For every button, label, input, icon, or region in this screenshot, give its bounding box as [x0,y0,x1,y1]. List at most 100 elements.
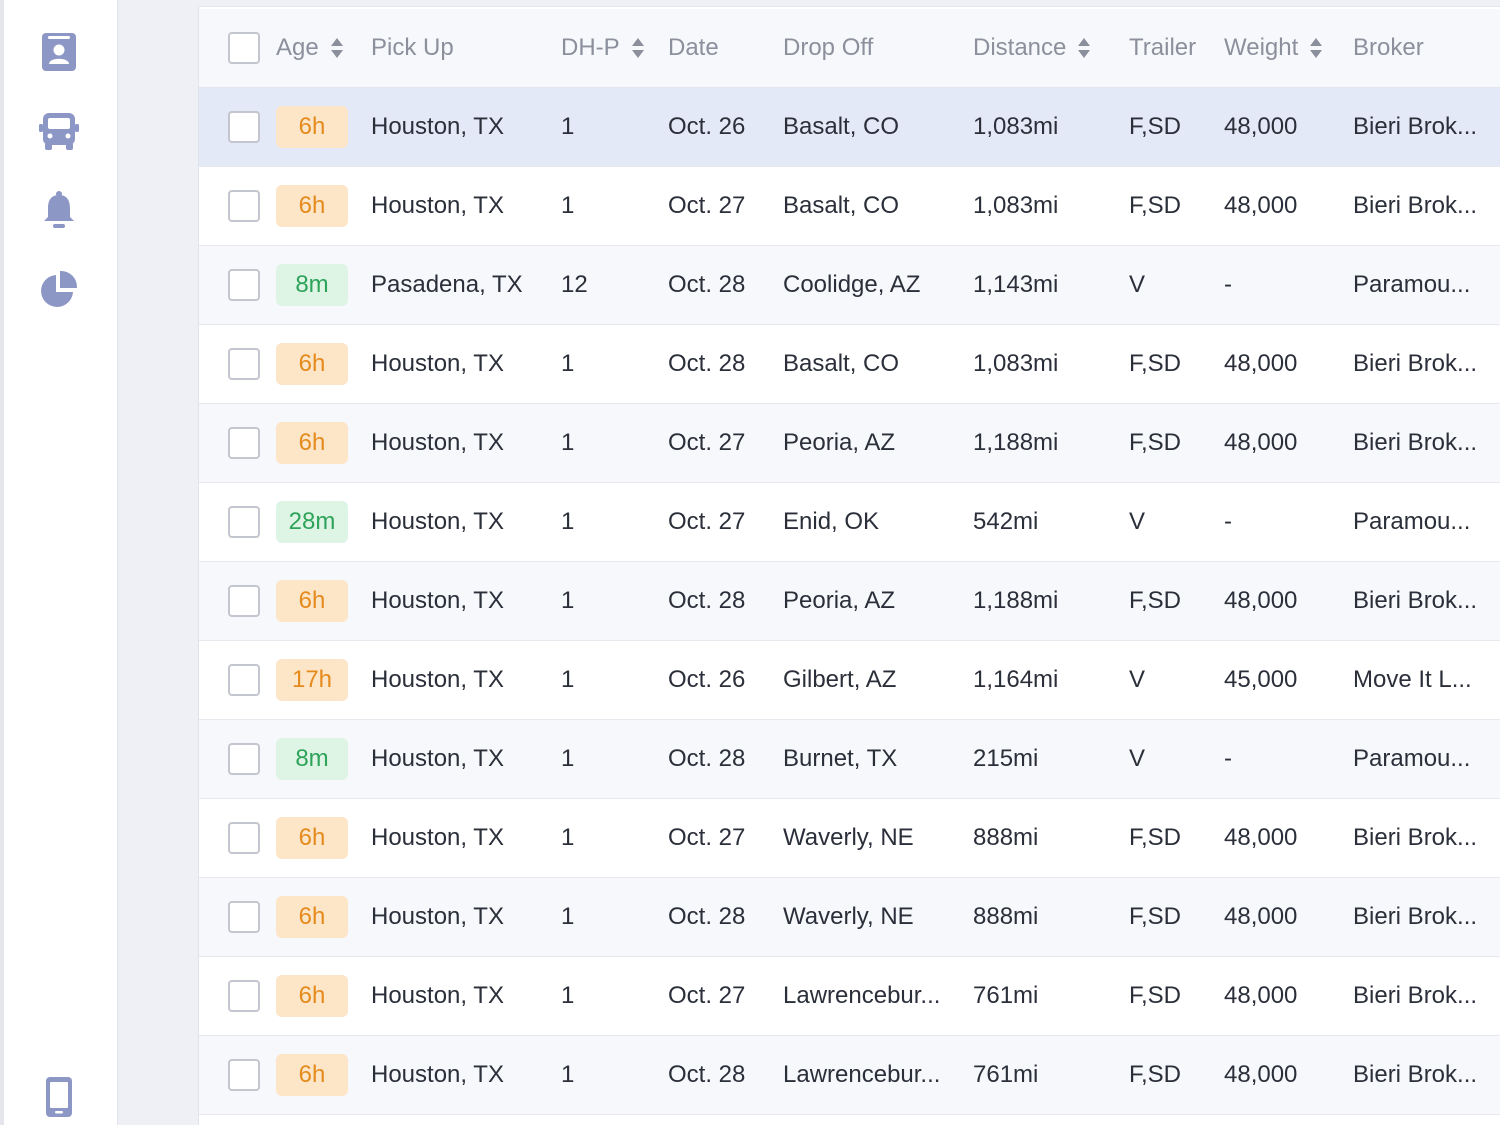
age-cell: 6h [276,1036,348,1114]
contacts-nav-button[interactable] [36,29,82,75]
distance-cell: 1,164mi [973,666,1059,693]
column-header-broker[interactable]: Broker [1353,9,1424,87]
weight-cell: 48,000 [1224,982,1298,1009]
table-row[interactable]: 6h Houston, TX 1 Oct. 27 Basalt, CO 1,08… [199,167,1500,246]
row-checkbox[interactable] [228,1059,260,1091]
broker-cell: Move It L... [1353,666,1472,693]
age-badge: 28m [276,501,348,543]
table-row[interactable]: 6h Houston, TX 1 Oct. 28 Lawrencebur... … [199,1036,1500,1115]
row-checkbox[interactable] [228,822,260,854]
sort-icon[interactable] [1076,36,1092,60]
distance-cell: 1,143mi [973,271,1059,298]
row-select-cell [228,88,260,166]
table-row[interactable]: 6h Houston, TX 1 Oct. 27 Peoria, AZ 1,18… [199,404,1500,483]
pickup-cell: Pasadena, TX [371,271,523,298]
column-header-dropoff[interactable]: Drop Off [783,9,873,87]
row-checkbox[interactable] [228,427,260,459]
dhp-cell: 1 [561,350,575,377]
column-header-dhp[interactable]: DH-P [561,9,646,87]
column-label-dropoff: Drop Off [783,34,874,61]
age-cell: 8m [276,720,348,798]
distance-cell: 1,083mi [973,192,1059,219]
row-checkbox[interactable] [228,190,260,222]
dropoff-cell: Lawrencebur... [783,1061,941,1088]
date-cell: Oct. 26 [668,113,746,140]
age-badge: 8m [276,738,348,780]
dropoff-cell: Coolidge, AZ [783,271,921,298]
row-checkbox[interactable] [228,901,260,933]
dropoff-cell: Lawrencebur... [783,982,941,1009]
table-row[interactable]: 8m Pasadena, TX 12 Oct. 28 Coolidge, AZ … [199,246,1500,325]
row-select-cell [228,641,260,719]
broker-cell: Paramou... [1353,508,1471,535]
age-badge: 6h [276,817,348,859]
table-row[interactable]: 6h Houston, TX 1 Oct. 28 Basalt, CO 1,08… [199,325,1500,404]
table-row[interactable]: 6h Houston, TX 1 Oct. 26 Basalt, CO 1,08… [199,88,1500,167]
dropoff-cell: Waverly, NE [783,903,914,930]
age-badge: 6h [276,422,348,464]
distance-cell: 215mi [973,745,1039,772]
dhp-cell: 1 [561,666,575,693]
truck-icon [39,113,79,150]
row-checkbox[interactable] [228,348,260,380]
weight-cell: 48,000 [1224,429,1298,456]
mobile-app-nav-button[interactable] [36,1074,82,1120]
age-cell: 6h [276,878,348,956]
column-header-pickup[interactable]: Pick Up [371,9,454,87]
trailer-cell: F,SD [1129,1061,1182,1088]
row-checkbox[interactable] [228,111,260,143]
column-header-distance[interactable]: Distance [973,9,1092,87]
select-all-checkbox[interactable] [228,32,260,64]
trailer-cell: F,SD [1129,113,1182,140]
sort-icon[interactable] [630,36,646,60]
dropoff-cell: Burnet, TX [783,745,898,772]
column-header-age[interactable]: Age [276,9,345,87]
table-row[interactable]: 6h Houston, TX 1 Oct. 28 Peoria, AZ 1,18… [199,562,1500,641]
distance-cell: 888mi [973,824,1039,851]
dhp-cell: 1 [561,587,575,614]
sort-icon[interactable] [1308,36,1324,60]
weight-cell: 48,000 [1224,587,1298,614]
row-select-cell [228,1036,260,1114]
age-badge: 6h [276,1054,348,1096]
distance-cell: 761mi [973,982,1039,1009]
reports-nav-button[interactable] [36,266,82,312]
column-label-pickup: Pick Up [371,34,454,61]
date-cell: Oct. 27 [668,824,746,851]
weight-cell: 48,000 [1224,113,1298,140]
table-row[interactable]: 6h Houston, TX 1 Oct. 27 Lawrencebur... … [199,957,1500,1036]
trucks-nav-button[interactable] [36,108,82,154]
dhp-cell: 1 [561,982,575,1009]
table-row[interactable]: 6h Houston, TX 1 Oct. 27 Waverly, NE 888… [199,799,1500,878]
select-all-cell [228,9,260,87]
date-cell: Oct. 27 [668,192,746,219]
broker-cell: Paramou... [1353,745,1471,772]
row-select-cell [228,799,260,877]
row-checkbox[interactable] [228,664,260,696]
row-checkbox[interactable] [228,743,260,775]
date-cell: Oct. 28 [668,903,746,930]
table-row[interactable]: 17h Houston, TX 1 Oct. 26 Gilbert, AZ 1,… [199,641,1500,720]
column-header-weight[interactable]: Weight [1224,9,1324,87]
row-checkbox[interactable] [228,269,260,301]
pickup-cell: Houston, TX [371,745,504,772]
broker-cell: Bieri Brok... [1353,1061,1478,1088]
row-checkbox[interactable] [228,585,260,617]
row-checkbox[interactable] [228,506,260,538]
distance-cell: 761mi [973,1061,1039,1088]
age-badge: 6h [276,975,348,1017]
row-checkbox[interactable] [228,980,260,1012]
column-header-trailer[interactable]: Trailer [1129,9,1196,87]
column-header-date[interactable]: Date [668,9,719,87]
table-row[interactable]: 28m Houston, TX 1 Oct. 27 Enid, OK 542mi… [199,483,1500,562]
date-cell: Oct. 28 [668,1061,746,1088]
notifications-nav-button[interactable] [36,187,82,233]
table-row[interactable]: 8m Houston, TX 1 Oct. 28 Burnet, TX 215m… [199,720,1500,799]
sort-icon[interactable] [329,36,345,60]
dhp-cell: 1 [561,429,575,456]
date-cell: Oct. 26 [668,666,746,693]
table-row[interactable]: 6h Houston, TX 1 Oct. 28 Waverly, NE 888… [199,878,1500,957]
pickup-cell: Houston, TX [371,508,504,535]
broker-cell: Bieri Brok... [1353,350,1478,377]
